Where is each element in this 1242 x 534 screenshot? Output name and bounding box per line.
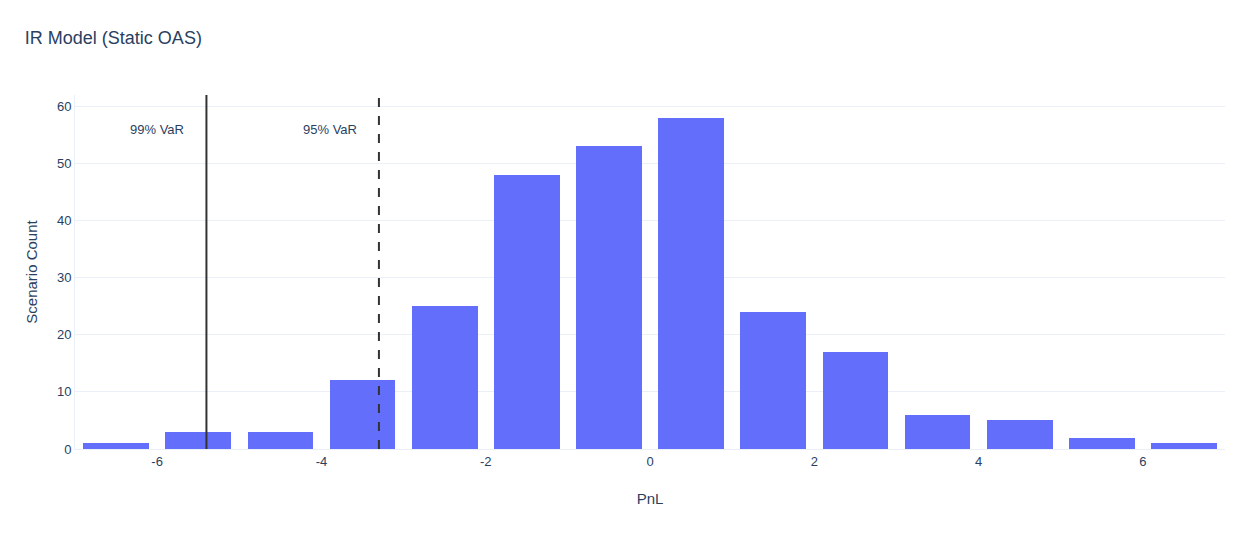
svg-text:6: 6 [1139,454,1146,469]
svg-text:2: 2 [811,454,818,469]
svg-text:-2: -2 [480,454,492,469]
svg-text:60: 60 [57,99,71,114]
svg-text:0: 0 [646,454,653,469]
svg-text:PnL: PnL [637,490,664,507]
svg-text:IR Model (Static OAS): IR Model (Static OAS) [25,28,202,48]
svg-text:10: 10 [57,384,71,399]
svg-text:50: 50 [57,156,71,171]
svg-text:30: 30 [57,270,71,285]
svg-text:Scenario Count: Scenario Count [23,219,40,323]
svg-text:40: 40 [57,213,71,228]
svg-text:4: 4 [975,454,982,469]
svg-text:20: 20 [57,327,71,342]
svg-text:-6: -6 [151,454,163,469]
svg-text:0: 0 [64,442,71,457]
svg-text:95% VaR: 95% VaR [303,122,357,137]
svg-text:-4: -4 [316,454,328,469]
svg-text:99% VaR: 99% VaR [130,122,184,137]
